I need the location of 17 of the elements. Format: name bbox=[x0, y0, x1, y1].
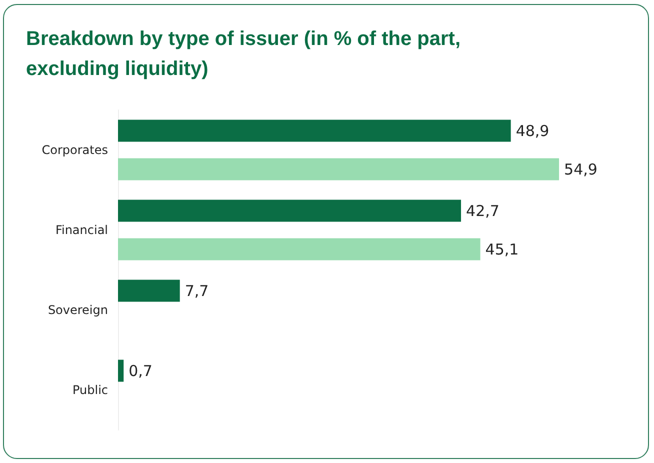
bar bbox=[118, 158, 560, 180]
data-label: 0,7 bbox=[128, 362, 152, 380]
data-label: 54,9 bbox=[564, 160, 598, 178]
y-tick-label: Corporates bbox=[42, 143, 108, 157]
data-label: 7,7 bbox=[184, 282, 209, 300]
data-label: 48,9 bbox=[516, 122, 550, 140]
bar bbox=[118, 200, 462, 222]
bar bbox=[118, 238, 480, 260]
data-label: 45,1 bbox=[485, 240, 519, 258]
y-tick-label: Sovereign bbox=[48, 303, 108, 317]
bar bbox=[118, 120, 511, 142]
data-label: 42,7 bbox=[466, 202, 500, 220]
y-tick-label: Public bbox=[72, 383, 108, 397]
chart-title: Breakdown by type of issuer (in % of the part, excluding liquidity) bbox=[26, 27, 462, 82]
bar bbox=[118, 360, 124, 382]
y-tick-label: Financial bbox=[55, 223, 108, 237]
bar bbox=[118, 280, 180, 302]
